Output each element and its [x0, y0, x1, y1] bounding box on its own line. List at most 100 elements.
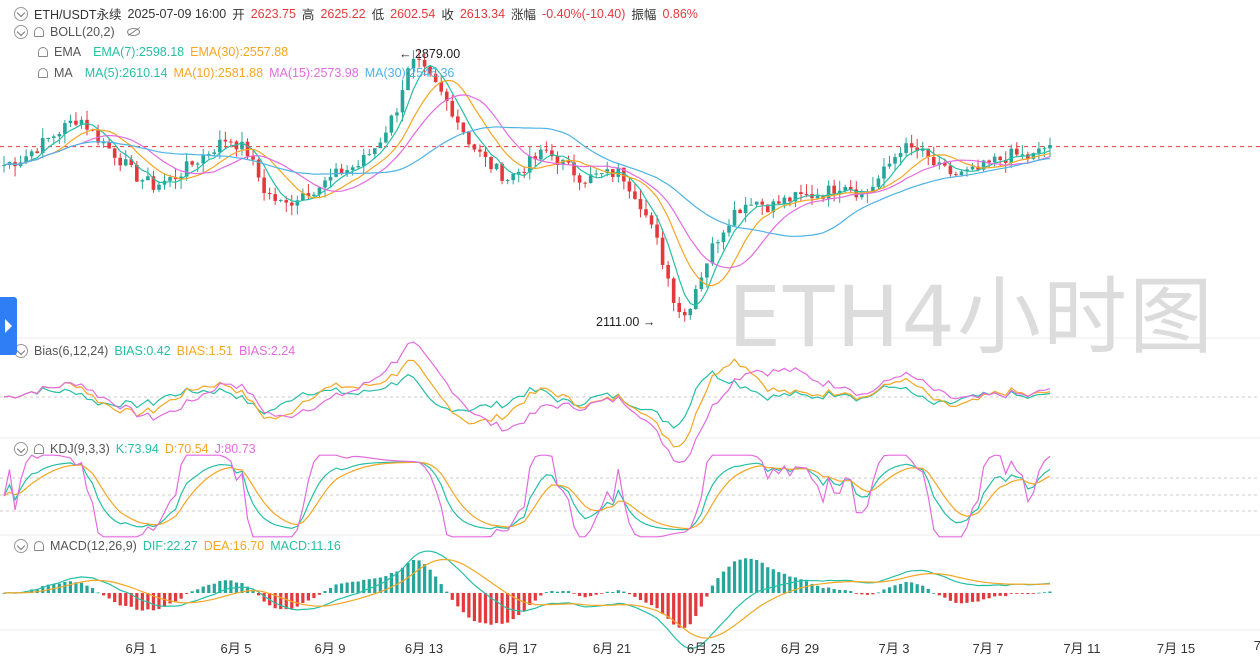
candle-body [987, 160, 991, 163]
macd-histogram-bar [306, 593, 310, 601]
macd-histogram-bar [251, 589, 255, 593]
candle-body [79, 119, 84, 125]
ma10-value: MA(10):2581.88 [173, 66, 264, 80]
macd-histogram-bar [760, 562, 764, 593]
macd-histogram-bar [832, 589, 836, 593]
macd-histogram-bar [666, 593, 670, 619]
macd-histogram-bar [627, 593, 631, 595]
collapse-icon[interactable] [14, 25, 28, 39]
candle-body [926, 148, 931, 158]
macd-histogram-bar [63, 582, 67, 593]
macd-histogram-bar [428, 569, 432, 593]
candle-body [931, 157, 936, 166]
candle-body [206, 154, 211, 156]
candle-body [2, 165, 6, 167]
candle-body [788, 197, 792, 202]
candle-body [771, 201, 776, 213]
ema-label: EMA [54, 45, 82, 59]
kdj-legend: KDJ(9,3,3) K:73.94 D:70.54 J:80.73 [14, 442, 256, 456]
candle-body [123, 159, 128, 166]
candle-body [101, 142, 106, 144]
bell-icon[interactable] [34, 541, 44, 551]
candle-body [417, 58, 421, 60]
candle-body [533, 156, 538, 160]
candle-body [539, 149, 543, 160]
close-value: 2613.34 [459, 6, 506, 21]
macd-histogram-bar [688, 593, 692, 625]
macd-histogram-bar [262, 593, 266, 602]
collapse-icon[interactable] [14, 442, 28, 456]
candle-body [815, 195, 820, 199]
candle-body [433, 73, 438, 83]
bias-label: Bias(6,12,24) [34, 344, 109, 358]
candle-body [345, 170, 349, 174]
macd-histogram-bar [279, 593, 283, 610]
candle-body [804, 194, 809, 196]
collapse-icon[interactable] [14, 539, 28, 553]
candle-body [212, 152, 217, 155]
macd-histogram-bar [1048, 591, 1052, 593]
ma30-line [3, 126, 1051, 237]
macd-histogram-bar [871, 593, 875, 595]
macd-histogram-bar [710, 585, 715, 593]
macd-histogram-bar [1020, 593, 1024, 594]
macd-histogram-bar [439, 584, 443, 593]
macd-histogram-bar [860, 593, 864, 595]
candle-body [195, 163, 200, 165]
datetime-label: 2025-07-09 16:00 [127, 6, 227, 21]
macd-histogram-bar [129, 593, 133, 607]
macd-histogram-bar [467, 593, 471, 618]
candle-body [948, 165, 953, 175]
bell-icon[interactable] [34, 444, 44, 454]
low-label: 低 [371, 8, 385, 22]
max-price-annotation: ← 2879.00 [399, 47, 461, 61]
candle-body [893, 156, 897, 164]
macd-histogram-bar [638, 593, 643, 601]
amplitude-label: 振幅 [631, 8, 657, 22]
candle-body [107, 142, 111, 149]
candle-body [395, 112, 399, 116]
ohlc-header: ETH/USDT永续 2025-07-09 16:00 开 2623.75 高 26… [14, 4, 698, 23]
candle-body [74, 120, 78, 125]
bell-icon[interactable] [38, 47, 48, 57]
macd-histogram-bar [456, 593, 460, 607]
candle-body [201, 155, 206, 164]
macd-histogram-bar [1015, 593, 1019, 594]
candle-body [400, 90, 405, 113]
macd-histogram-bar [633, 593, 637, 597]
candle-body [920, 148, 925, 151]
macd-histogram-bar [102, 593, 106, 596]
eye-hidden-icon[interactable] [126, 28, 140, 36]
candle-body [339, 168, 344, 174]
macd-histogram-bar [561, 591, 565, 593]
candle-body [782, 197, 787, 204]
candle-body [599, 173, 604, 175]
macd-histogram-bar [539, 593, 543, 596]
macd-histogram-bar [351, 581, 355, 593]
candle-body [793, 192, 798, 202]
kdj-j-line [3, 454, 1051, 538]
kdj-d-line [3, 461, 1051, 530]
x-tick-label: 6月 21 [592, 641, 632, 656]
candle-body [179, 176, 183, 180]
macd-pane [2, 550, 1052, 650]
bell-icon[interactable] [38, 68, 48, 78]
macd-histogram-bar [655, 593, 659, 609]
macd-histogram-bar [987, 593, 991, 599]
expand-sidebar-button[interactable] [0, 297, 17, 355]
macd-histogram-bar [921, 585, 925, 593]
candle-body [251, 156, 255, 160]
macd-histogram-bar [528, 593, 532, 605]
macd-histogram-bar [788, 576, 792, 593]
macd-histogram-bar [793, 577, 798, 593]
macd-histogram-bar [1037, 592, 1041, 594]
bell-icon[interactable] [34, 27, 44, 37]
candle-body [837, 190, 842, 194]
macd-histogram-bar [622, 591, 626, 593]
candle-body [1042, 148, 1047, 150]
ema-legend: EMA EMA(7):2598.18 EMA(30):2557.88 [38, 45, 288, 59]
candle-body [627, 181, 632, 192]
collapse-icon[interactable] [14, 6, 28, 21]
candle-body [151, 176, 156, 190]
macd-histogram-bar [517, 593, 521, 616]
